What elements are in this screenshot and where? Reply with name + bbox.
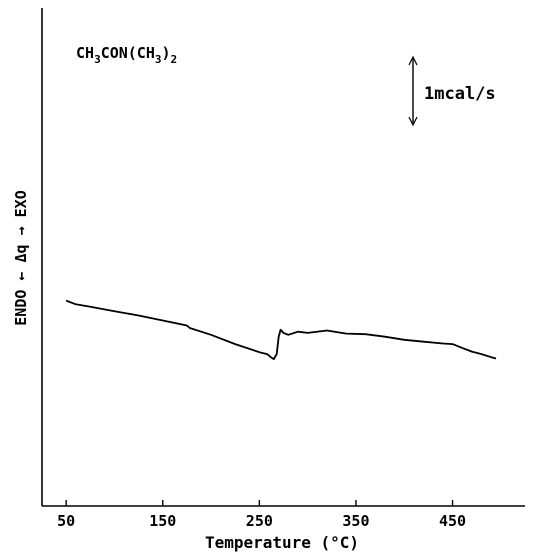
y-label-endo: ENDO [12, 290, 30, 326]
x-tick-label: 250 [246, 512, 273, 530]
x-axis-label: Temperature (°C) [205, 533, 359, 552]
compound-sub: 3 [94, 53, 101, 66]
scale-bar-arrow-bottom [408, 116, 418, 127]
y-label-arrow-left: ← [12, 272, 30, 281]
compound-label: CH3CON(CH3)2 [76, 44, 177, 66]
x-tick-label: 150 [149, 512, 176, 530]
x-tick-label: 350 [342, 512, 369, 530]
compound-sub: 2 [171, 53, 178, 66]
x-tick-label: 50 [57, 512, 75, 530]
x-tick-label: 450 [439, 512, 466, 530]
y-label-arrow-right: → [12, 226, 30, 235]
y-label-exo: EXO [12, 190, 30, 217]
x-ticks: 50 150 250 350 450 [57, 500, 466, 530]
y-axis-label: ENDO ← Δq → EXO [12, 190, 30, 325]
compound-sub: 3 [155, 53, 162, 66]
scale-bar-label: 1mcal/s [424, 84, 496, 104]
y-label-delta: Δ [12, 253, 30, 262]
scale-bar: 1mcal/s [408, 55, 496, 127]
series-group [65, 299, 497, 361]
series-line [65, 299, 497, 361]
compound-part: CH [76, 44, 94, 62]
scale-bar-arrow-top [408, 55, 418, 66]
y-label-q: q [12, 244, 30, 253]
compound-part: ) [162, 44, 171, 62]
compound-part: CON(CH [101, 44, 155, 62]
